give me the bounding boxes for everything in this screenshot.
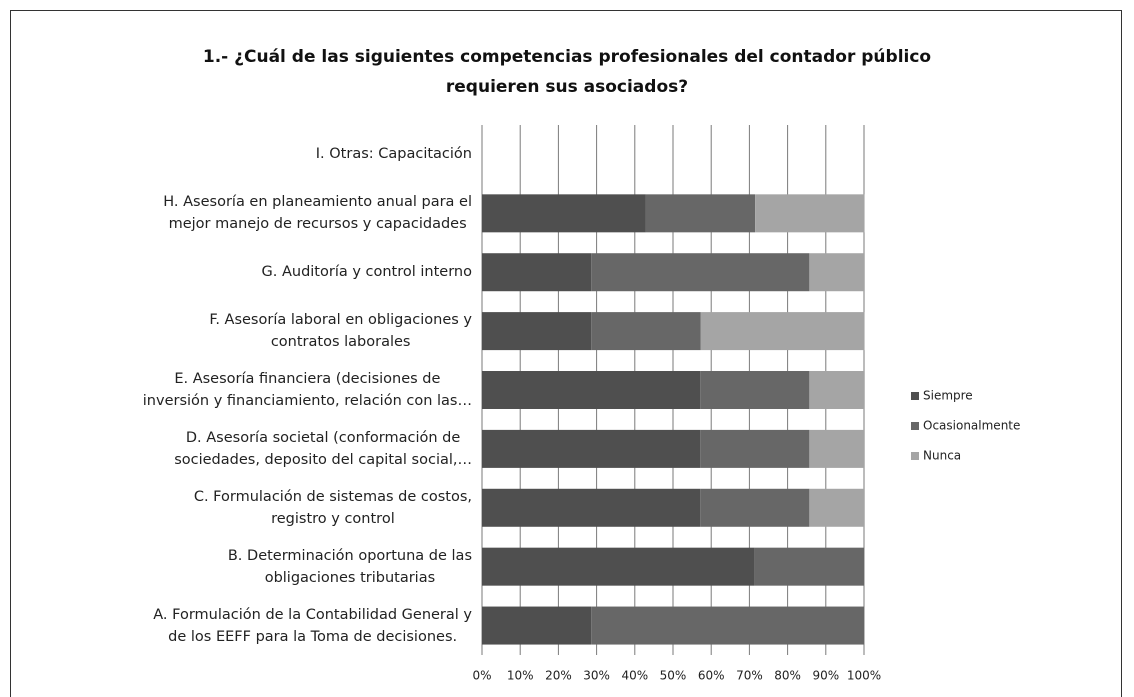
x-tick-label: 0% [472, 669, 491, 683]
x-tick-label: 70% [736, 669, 763, 683]
bar-segment [809, 253, 864, 292]
category-label: A. Formulación de la Contabilidad Genera… [153, 606, 472, 645]
bar-segment [482, 606, 592, 645]
category-label: B. Determinación oportuna de las obligac… [227, 547, 472, 586]
x-tick-label: 50% [660, 669, 687, 683]
bar-segment [809, 371, 864, 409]
category-label: F. Asesoría laboral en obligaciones y co… [209, 312, 472, 351]
legend-label: Ocasionalmente [923, 419, 1020, 433]
chart-frame [10, 10, 1122, 697]
legend-label: Nunca [923, 449, 961, 463]
bar-segment [809, 488, 864, 527]
category-label: D. Asesoría societal (conformación de so… [174, 429, 472, 468]
category-label: C. Formulación de sistemas de costos, re… [193, 488, 472, 527]
bar-segment [700, 488, 810, 527]
chart-title: 1.- ¿Cuál de las siguientes competencias… [202, 47, 932, 67]
bar-segment [700, 371, 810, 409]
legend-swatch [911, 452, 919, 460]
bar-segment [482, 194, 646, 233]
legend-swatch [911, 392, 919, 400]
bar-segment [482, 547, 755, 586]
bar-segment [700, 429, 810, 468]
x-tick-label: 90% [812, 669, 839, 683]
x-tick-label: 30% [583, 669, 610, 683]
bar-segment [482, 371, 701, 409]
legend-label: Siempre [923, 389, 973, 403]
x-tick-label: 80% [774, 669, 801, 683]
category-label: G. Auditoría y control interno [261, 264, 473, 281]
x-tick-label: 40% [621, 669, 648, 683]
bar-segment [755, 194, 865, 233]
bar-segment [700, 312, 865, 351]
bar-segment [482, 253, 592, 292]
bar-segment [591, 253, 810, 292]
bar-segment [809, 429, 864, 468]
bar-segment [482, 488, 701, 527]
category-label: I. Otras: Capacitación [315, 146, 472, 163]
x-tick-label: 20% [545, 669, 572, 683]
bar-segment [645, 194, 756, 233]
bar-segment [591, 606, 864, 645]
bar-segment [591, 312, 701, 351]
chart-title: requieren sus asociados? [445, 77, 689, 97]
bar-segment [754, 547, 864, 586]
bar-segment [482, 312, 592, 351]
x-tick-label: 60% [698, 669, 725, 683]
x-tick-label: 10% [507, 669, 534, 683]
legend-swatch [911, 422, 919, 430]
category-label: E. Asesoría financiera (decisiones de in… [142, 371, 472, 409]
bar-segment [482, 429, 701, 468]
x-tick-label: 100% [847, 669, 881, 683]
category-label: H. Asesoría en planeamiento anual para e… [163, 194, 472, 233]
